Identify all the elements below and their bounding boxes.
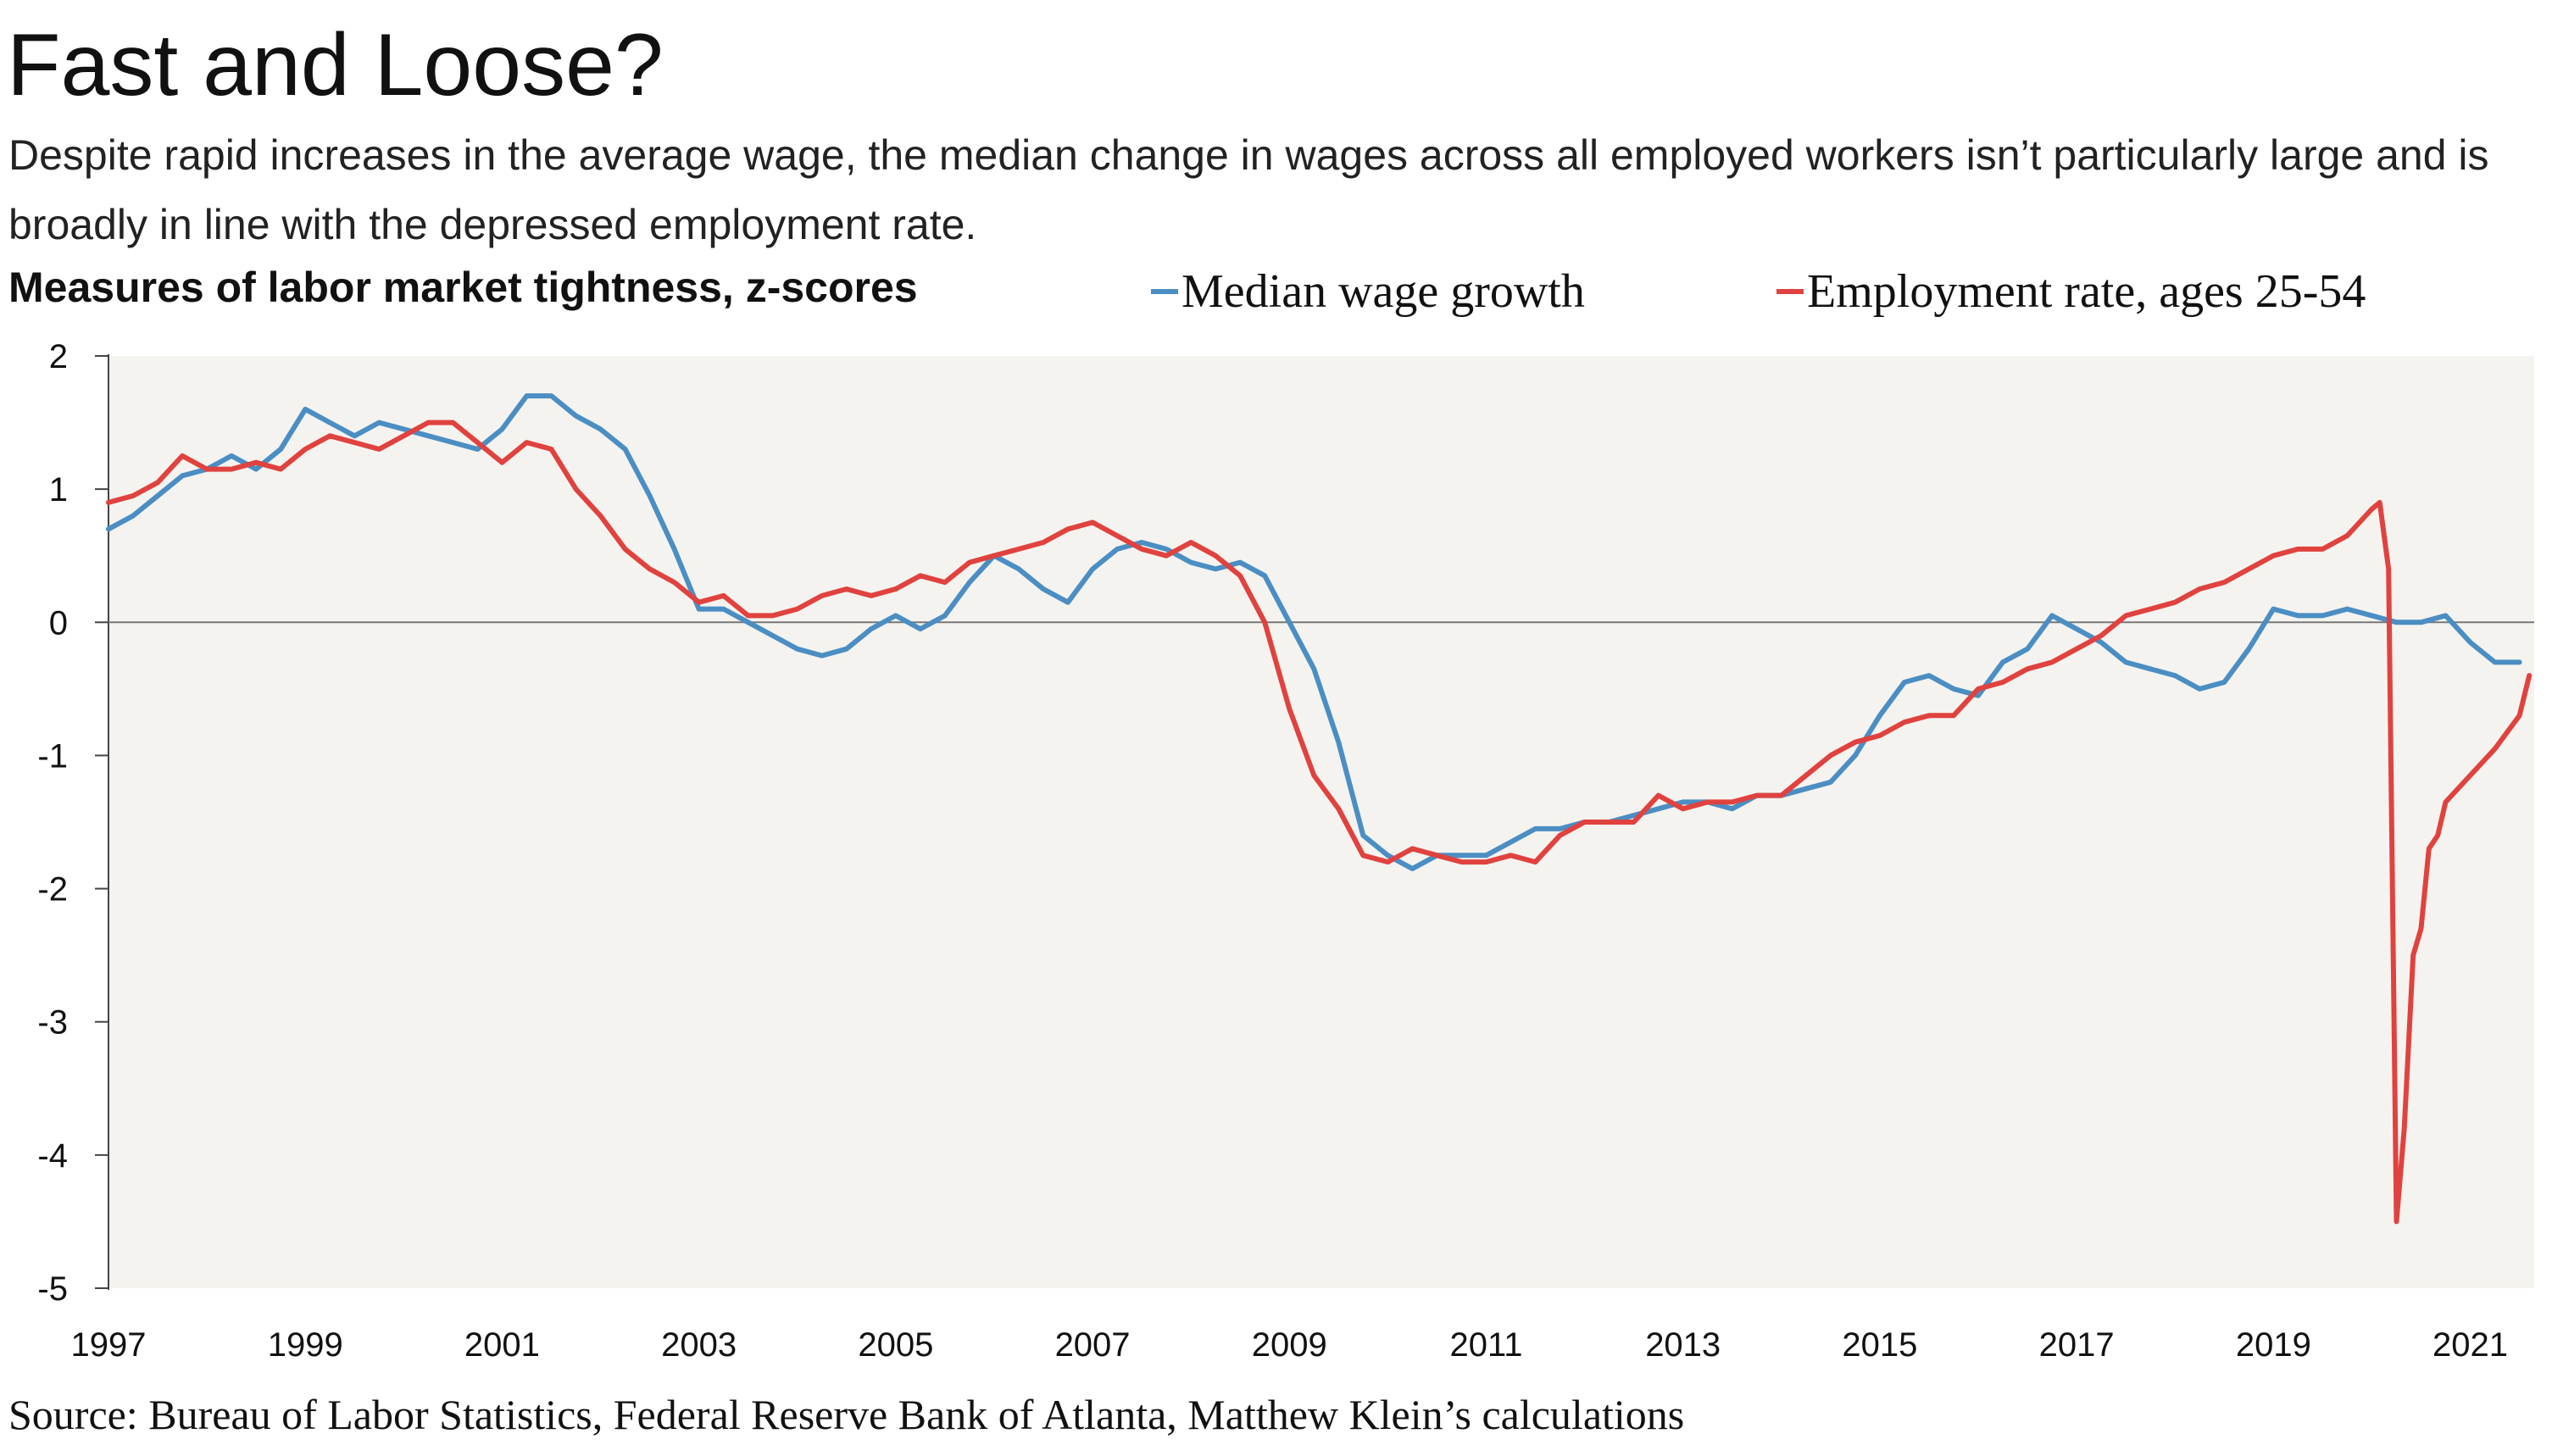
- legend-employment-rate: Employment rate, ages 25-54: [1776, 264, 2366, 319]
- legend-swatch-employment-rate: [1776, 289, 1804, 294]
- legend-label-employment-rate: Employment rate, ages 25-54: [1807, 265, 2366, 318]
- y-tick-label: 0: [49, 604, 68, 642]
- x-tick-label: 2009: [1252, 1326, 1327, 1364]
- series-lines: [106, 393, 2533, 1225]
- x-tick-label: 2021: [2432, 1326, 2508, 1364]
- x-tick-label: 2007: [1055, 1326, 1131, 1364]
- x-tick-label: 2005: [858, 1326, 933, 1364]
- y-tick-label: -4: [37, 1137, 68, 1175]
- x-tick-label: 2017: [2039, 1326, 2115, 1364]
- x-tick-label: 1999: [268, 1326, 343, 1364]
- chart-heading: Measures of labor market tightness, z-sc…: [8, 264, 918, 311]
- y-tick-label: -5: [37, 1270, 68, 1308]
- x-tick-label: 2001: [464, 1326, 540, 1364]
- x-tick-label: 1997: [71, 1326, 147, 1364]
- x-tick-label: 2003: [661, 1326, 737, 1364]
- series-line-employment-rate: [106, 420, 2533, 1225]
- legend-swatch-median-wage: [1151, 289, 1178, 294]
- y-tick-label: -3: [37, 1004, 68, 1042]
- y-tick-label: -2: [37, 871, 68, 909]
- legend-label-median-wage: Median wage growth: [1181, 265, 1585, 318]
- x-tick-label: 2015: [1842, 1326, 1917, 1364]
- series-line-median-wage: [106, 393, 2522, 871]
- y-axis-ticks: 2 1 0 -1 -2 -3 -4 -5: [37, 338, 108, 1308]
- legend-median-wage: Median wage growth: [1151, 264, 1585, 319]
- chart-subtitle: Despite rapid increases in the average w…: [8, 131, 2489, 248]
- y-tick-label: 2: [49, 338, 68, 375]
- x-axis-ticks: 1997 1999 2001 2003 2005 2007 2009 2011 2013 2015…: [71, 1326, 2509, 1364]
- plot-background: [108, 356, 2534, 1288]
- chart-title-main: Fast and Loose?: [7, 16, 664, 114]
- source-note: Source: Bureau of Labor Statistics, Fede…: [8, 1391, 1685, 1438]
- x-tick-label: 2013: [1645, 1326, 1721, 1364]
- x-tick-label: 2019: [2236, 1326, 2311, 1364]
- y-tick-label: -1: [37, 737, 68, 775]
- y-tick-label: 1: [49, 471, 68, 508]
- x-tick-label: 2011: [1449, 1326, 1522, 1364]
